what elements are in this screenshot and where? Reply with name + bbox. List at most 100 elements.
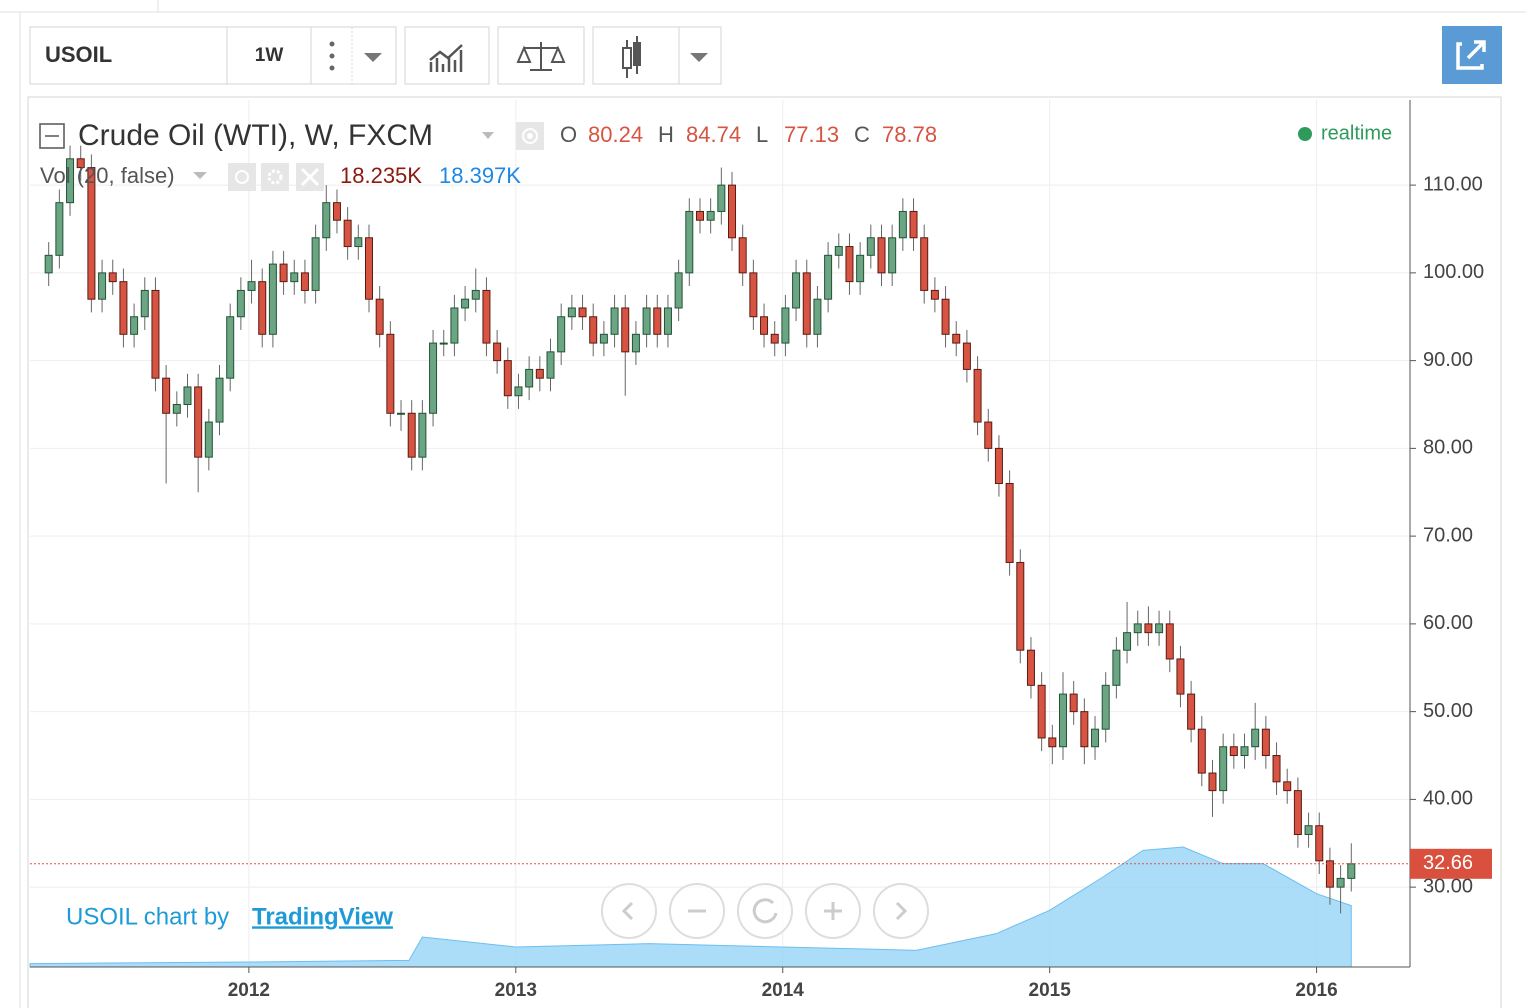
candle-body (375, 298, 384, 335)
candle-body (717, 184, 726, 212)
candle-body (1304, 825, 1313, 835)
ohlc-value: 77.13 (784, 122, 839, 147)
y-tick-label: 110.00 (1423, 173, 1483, 195)
volume-controls[interactable] (228, 163, 324, 191)
candle-body (418, 412, 427, 458)
candle-body (674, 272, 683, 309)
candle-icon-body (622, 47, 632, 69)
candle-body (87, 167, 96, 300)
candle-body (386, 333, 395, 414)
candle-body (1251, 728, 1260, 748)
candle-body (66, 158, 75, 204)
x-tick-label: 2013 (495, 980, 537, 1001)
candle-body (802, 272, 811, 335)
candle-body (354, 237, 363, 248)
candle-body (183, 386, 192, 406)
candle-body (589, 316, 598, 344)
candle-body (1229, 746, 1238, 757)
candle-body (1208, 772, 1217, 792)
symbol-group[interactable] (29, 26, 397, 85)
candle-body (781, 307, 790, 344)
dropdown-arrow[interactable] (364, 53, 382, 62)
candle-body (514, 386, 523, 397)
dropdown-arrow[interactable] (690, 53, 708, 62)
eye-icon[interactable] (516, 122, 544, 150)
interval[interactable]: 1W (255, 45, 284, 66)
candle-body (792, 272, 801, 309)
candle-body (1283, 781, 1292, 792)
candle-body (450, 307, 459, 344)
candle-body (108, 272, 117, 283)
candle-body (1144, 623, 1153, 634)
candle-body (322, 202, 331, 239)
candle-body (930, 289, 939, 300)
y-tick-label: 60.00 (1423, 612, 1473, 634)
candle-body (151, 289, 160, 379)
candle-body (973, 368, 982, 423)
candle-body (226, 316, 235, 379)
ohlc-label: L (756, 122, 768, 147)
candle-body (1080, 711, 1089, 748)
candle-body (119, 281, 128, 335)
ohlc-value: 78.78 (882, 122, 937, 147)
scroll-right[interactable] (873, 883, 929, 939)
candle-body (204, 421, 213, 458)
candle-body (685, 210, 694, 274)
indicators-icon (429, 44, 463, 72)
candle-body (461, 298, 470, 309)
candle-body (642, 307, 651, 335)
candle-body (856, 254, 865, 283)
credit-link[interactable]: TradingView (252, 903, 393, 930)
candle-body (695, 210, 704, 221)
more-icon[interactable] (329, 41, 335, 71)
candle-body (578, 307, 587, 318)
candle-body (1325, 860, 1334, 888)
candle-body (1155, 623, 1164, 634)
candle-body (236, 289, 245, 318)
candle-body (749, 272, 758, 318)
status-dot (1298, 127, 1312, 141)
candle-body (1091, 728, 1100, 748)
candle-body (300, 272, 309, 291)
y-tick-label: 30.00 (1423, 875, 1473, 897)
candle-body (471, 289, 480, 300)
y-tick-label: 70.00 (1423, 524, 1473, 546)
candle-body (44, 254, 53, 274)
candle-body (1048, 737, 1057, 748)
candle-body (429, 342, 438, 414)
candle-body (834, 246, 843, 256)
ohlc-label: O (560, 122, 577, 147)
credit-text: USOIL chart by (66, 903, 229, 930)
candle-body (984, 421, 993, 449)
candle-body (1240, 746, 1249, 757)
symbol[interactable]: USOIL (45, 42, 112, 67)
scroll-left[interactable] (601, 883, 657, 939)
nav-icons (621, 898, 908, 924)
candle-body (962, 342, 971, 370)
title-dropdown[interactable] (482, 132, 494, 139)
candle-icon-body (633, 42, 641, 66)
candle-body (172, 404, 181, 414)
candle-body (364, 237, 373, 300)
candle-body (845, 246, 854, 283)
volume-dropdown[interactable] (193, 172, 207, 179)
candle-body (1187, 693, 1196, 730)
candle-body (503, 360, 512, 397)
y-tick-label: 100.00 (1423, 261, 1484, 283)
candle-body (599, 333, 608, 344)
indicators-button[interactable] (404, 26, 490, 85)
candle-body (55, 202, 64, 256)
y-tick-label: 40.00 (1423, 788, 1473, 810)
candle-body (343, 219, 352, 248)
candle-body (941, 298, 950, 335)
candle-body (215, 377, 224, 423)
candle-body (493, 342, 502, 362)
x-tick-label: 2016 (1295, 980, 1337, 1001)
reset[interactable] (737, 883, 793, 939)
volume-value: 18.235K (340, 163, 422, 188)
candle-body (631, 333, 640, 353)
volume-ma-area (29, 846, 1352, 968)
candle-body (332, 202, 341, 221)
toolbar: USOIL 1W (29, 26, 1502, 85)
